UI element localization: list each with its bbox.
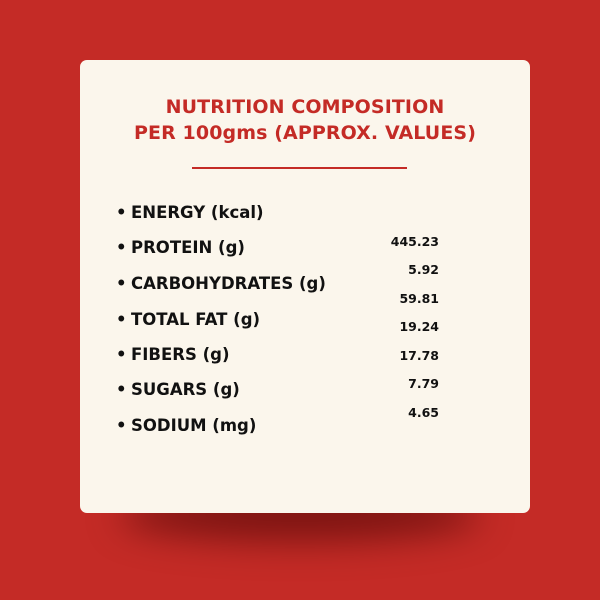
- title-line-2: PER 100gms (APPROX. VALUES): [134, 122, 476, 144]
- nutrient-value-energy: 445.23: [390, 234, 439, 249]
- nutrient-label-protein: • PROTEIN (g): [116, 237, 245, 259]
- nutrient-value-sodium: 4.65: [408, 405, 439, 420]
- bullet-icon: •: [116, 310, 127, 329]
- bullet-icon: •: [116, 380, 127, 399]
- bullet-icon: •: [116, 203, 127, 222]
- nutrient-label-sugars: • SUGARS (g): [116, 379, 240, 401]
- nutrient-label-energy: • ENERGY (kcal): [116, 202, 264, 224]
- nutrient-label-text: SUGARS (g): [131, 380, 240, 399]
- nutrient-label-text: CARBOHYDRATES (g): [131, 274, 326, 293]
- nutrient-value-protein: 5.92: [408, 262, 439, 277]
- title-line-1: NUTRITION COMPOSITION: [165, 96, 445, 118]
- nutrient-label-text: PROTEIN (g): [131, 238, 245, 257]
- nutrient-value-fibers: 17.78: [399, 348, 439, 363]
- nutrition-card: NUTRITION COMPOSITION PER 100gms (APPROX…: [80, 60, 530, 513]
- nutrient-value-total-fat: 19.24: [399, 319, 439, 334]
- bullet-icon: •: [116, 238, 127, 257]
- nutrient-label-text: FIBERS (g): [131, 345, 230, 364]
- nutrient-label-text: SODIUM (mg): [131, 416, 257, 435]
- title-divider: [192, 167, 407, 169]
- nutrient-value-carbohydrates: 59.81: [399, 291, 439, 306]
- bullet-icon: •: [116, 345, 127, 364]
- nutrient-label-total-fat: • TOTAL FAT (g): [116, 309, 260, 331]
- nutrient-label-fibers: • FIBERS (g): [116, 344, 229, 366]
- nutrient-label-carbohydrates: • CARBOHYDRATES (g): [116, 273, 326, 295]
- bullet-icon: •: [116, 416, 127, 435]
- bullet-icon: •: [116, 274, 127, 293]
- nutrient-value-sugars: 7.79: [408, 376, 439, 391]
- nutrient-label-text: TOTAL FAT (g): [131, 310, 261, 329]
- nutrient-label-text: ENERGY (kcal): [131, 203, 264, 222]
- nutrient-label-sodium: • SODIUM (mg): [116, 415, 256, 437]
